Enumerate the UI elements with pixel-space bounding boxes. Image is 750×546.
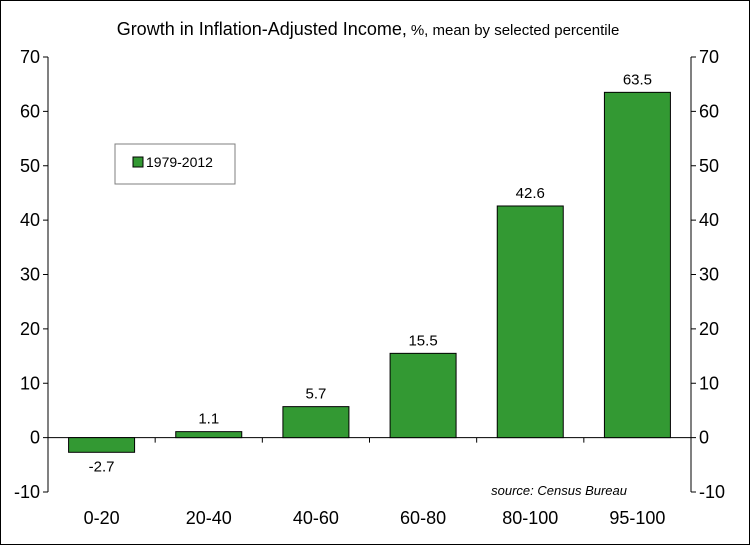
y-tick-label-left: 50: [20, 156, 40, 176]
y-tick-label-left: 20: [20, 319, 40, 339]
category-label: 60-80: [400, 508, 446, 528]
y-tick-label-left: 60: [20, 101, 40, 121]
y-tick-label-left: 0: [30, 428, 40, 448]
bar-value-label: 1.1: [198, 411, 219, 428]
bar: [68, 437, 136, 453]
y-tick-label-left: 70: [20, 47, 40, 67]
bar-value-label: 15.5: [408, 332, 437, 349]
y-tick-label-right: 30: [699, 265, 719, 285]
y-tick-label-right: 60: [699, 101, 719, 121]
category-label: 80-100: [502, 508, 558, 528]
bar: [389, 352, 457, 439]
category-label: 40-60: [293, 508, 339, 528]
bar-value-label: -2.7: [89, 458, 115, 475]
y-tick-label-right: 70: [699, 47, 719, 67]
y-tick-label-right: 40: [699, 210, 719, 230]
chart-title: Growth in Inflation-Adjusted Income,%, m…: [117, 19, 620, 39]
legend-swatch: [132, 156, 144, 168]
bar: [496, 205, 564, 439]
y-tick-label-left: 40: [20, 210, 40, 230]
y-tick-label-right: 50: [699, 156, 719, 176]
legend: 1979-2012: [114, 143, 236, 185]
y-tick-label-left: 30: [20, 265, 40, 285]
bar: [175, 431, 243, 439]
legend-label: 1979-2012: [146, 154, 213, 170]
y-tick-label-right: 0: [699, 428, 709, 448]
category-label: 0-20: [84, 508, 120, 528]
category-label: 95-100: [609, 508, 665, 528]
chart-title-main: Growth in Inflation-Adjusted Income,: [117, 19, 407, 39]
bar-value-label: 5.7: [305, 386, 326, 403]
bar: [282, 406, 350, 439]
category-label: 20-40: [186, 508, 232, 528]
bar-value-label: 63.5: [623, 71, 652, 88]
bar: [603, 91, 671, 439]
source-note: source: Census Bureau: [491, 483, 627, 498]
bars: [68, 91, 671, 453]
y-tick-label-right: 10: [699, 373, 719, 393]
bar-value-label: 42.6: [516, 185, 545, 202]
axes: -10 -10 0 0 10 10 20 20 30 30 40 40 50 50 60 60 70 70: [14, 47, 725, 502]
y-tick-label-right: -10: [699, 482, 725, 502]
category-labels: 0-20 20-40 40-60 60-80 80-100 95-100: [84, 508, 666, 528]
y-tick-label-left: 10: [20, 373, 40, 393]
y-tick-label-right: 20: [699, 319, 719, 339]
data-labels: -2.7 1.1 5.7 15.5 42.6 63.5: [89, 71, 652, 475]
chart-subtitle: %, mean by selected percentile: [411, 22, 619, 39]
y-tick-label-left: -10: [14, 482, 40, 502]
